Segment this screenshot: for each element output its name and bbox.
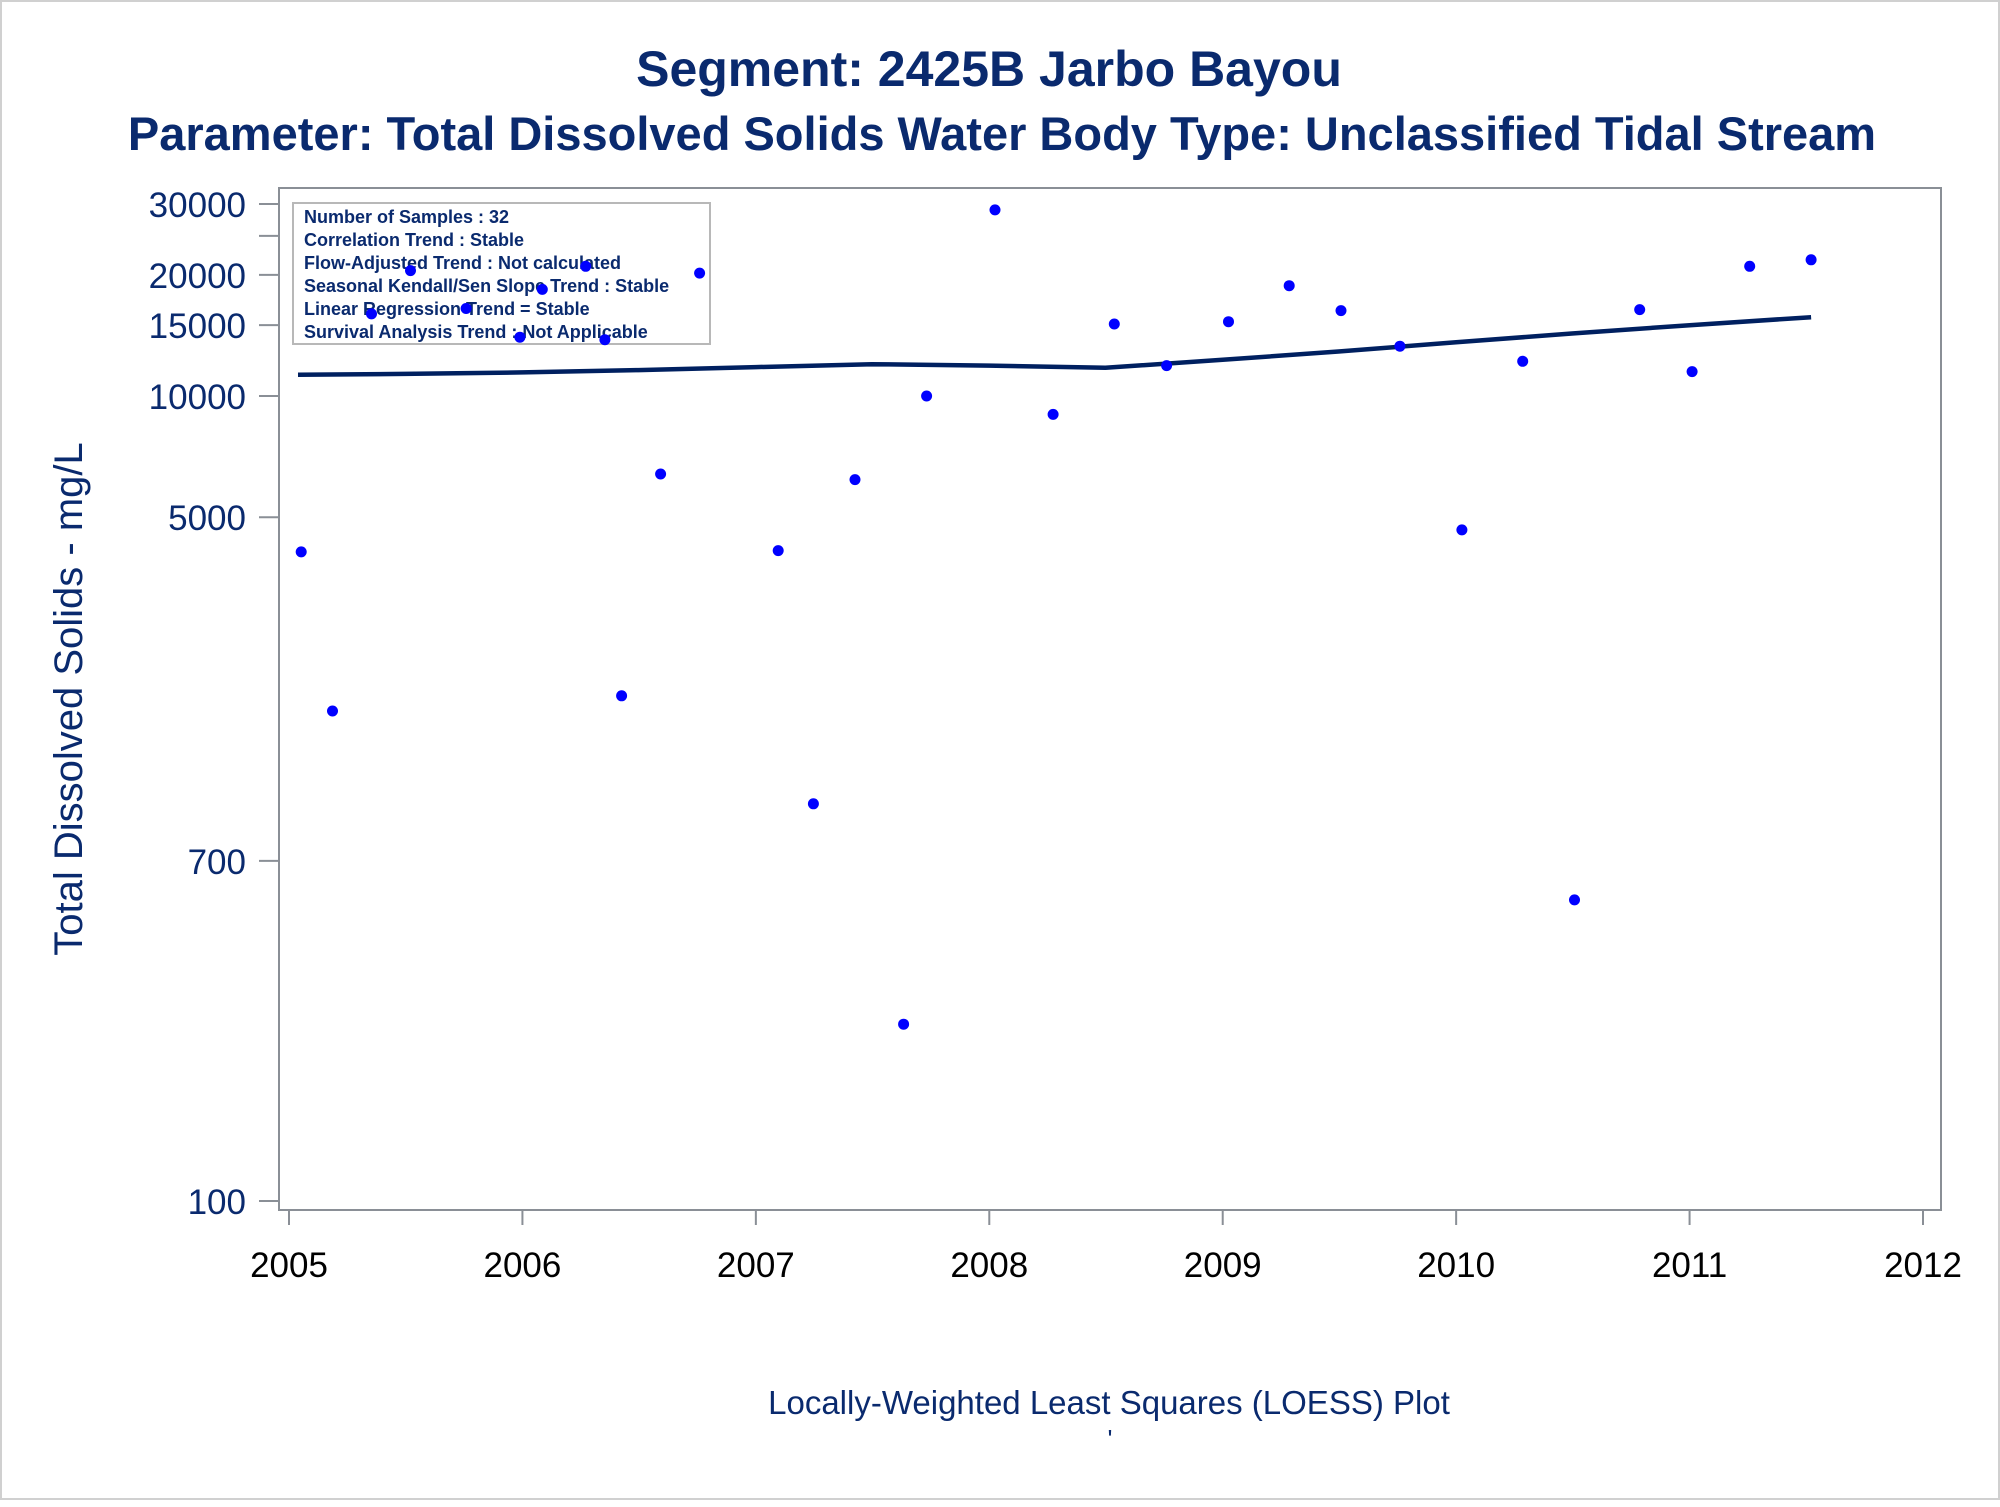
data-point <box>898 1018 910 1030</box>
data-point <box>772 545 784 557</box>
data-point <box>1283 280 1295 292</box>
points-layer <box>295 204 1817 1030</box>
data-point <box>1108 318 1120 330</box>
info-box-line: Correlation Trend : Stable <box>304 230 524 250</box>
info-box: Number of Samples : 32 Correlation Trend … <box>292 202 711 345</box>
data-point <box>1805 254 1817 266</box>
footnote-mark: ' <box>1108 1424 1113 1454</box>
data-point <box>1517 355 1529 367</box>
y-axis-label: Total Dissolved Solids - mg/L <box>47 442 91 956</box>
data-point <box>1456 524 1468 536</box>
chart-subtitle: Parameter: Total Dissolved Solids Water … <box>128 107 1876 160</box>
data-point <box>1569 894 1580 906</box>
x-tick-label: 2005 <box>250 1246 328 1285</box>
data-point <box>694 267 706 279</box>
data-point <box>616 690 628 702</box>
y-tick-label: 100 <box>188 1183 246 1222</box>
data-point <box>1394 340 1406 352</box>
data-point <box>599 334 611 346</box>
x-tick-label: 2008 <box>950 1246 1028 1285</box>
data-point <box>655 468 667 480</box>
y-tick-label: 15000 <box>149 307 246 346</box>
y-tick-label: 10000 <box>149 378 246 417</box>
data-point <box>1223 316 1234 328</box>
data-point <box>921 390 933 402</box>
x-tick-label: 2009 <box>1184 1246 1262 1285</box>
y-tick-label: 20000 <box>149 257 246 296</box>
x-axis-label: Locally-Weighted Least Squares (LOESS) P… <box>768 1384 1450 1421</box>
info-box-line: Survival Analysis Trend : Not Applicable <box>304 322 648 342</box>
data-point <box>1047 408 1059 420</box>
data-point <box>807 798 819 810</box>
data-point <box>536 283 548 295</box>
info-box-border <box>292 202 711 345</box>
data-point <box>849 474 861 486</box>
x-tick-label: 2007 <box>717 1246 795 1285</box>
data-point <box>989 204 1001 216</box>
data-point <box>327 705 338 717</box>
data-point <box>1686 366 1698 378</box>
data-point <box>366 308 377 320</box>
x-tick-label: 2006 <box>483 1246 561 1285</box>
data-point <box>1161 360 1173 372</box>
info-box-line: Number of Samples : 32 <box>304 207 509 227</box>
data-point <box>1634 304 1646 316</box>
x-axis: 2005 2006 2007 2008 2009 2010 2011 2012 <box>250 1211 1962 1285</box>
y-axis: 30000 20000 15000 10000 5000 700 100 <box>149 186 278 1222</box>
data-point <box>460 303 472 314</box>
data-point <box>514 331 526 343</box>
data-point <box>1335 305 1347 317</box>
data-point <box>580 260 592 272</box>
x-tick-label: 2011 <box>1652 1246 1727 1285</box>
loess-line <box>297 314 1812 377</box>
chart-title: Segment: 2425B Jarbo Bayou <box>636 41 1342 97</box>
data-point <box>1744 260 1756 272</box>
info-box-line: Seasonal Kendall/Sen Slope Trend : Stabl… <box>304 276 669 296</box>
loess-layer <box>297 314 1812 377</box>
info-box-line: Linear Regression Trend = Stable <box>304 299 590 319</box>
x-tick-label: 2010 <box>1417 1246 1495 1285</box>
y-tick-label: 30000 <box>149 186 246 225</box>
x-tick-label: 2012 <box>1884 1246 1962 1285</box>
info-box-line: Flow-Adjusted Trend : Not calculated <box>304 253 621 273</box>
y-tick-label: 700 <box>188 843 246 882</box>
data-point <box>295 546 307 558</box>
plot-area <box>278 187 1942 1211</box>
y-tick-label: 5000 <box>168 499 246 538</box>
data-point <box>405 265 416 277</box>
